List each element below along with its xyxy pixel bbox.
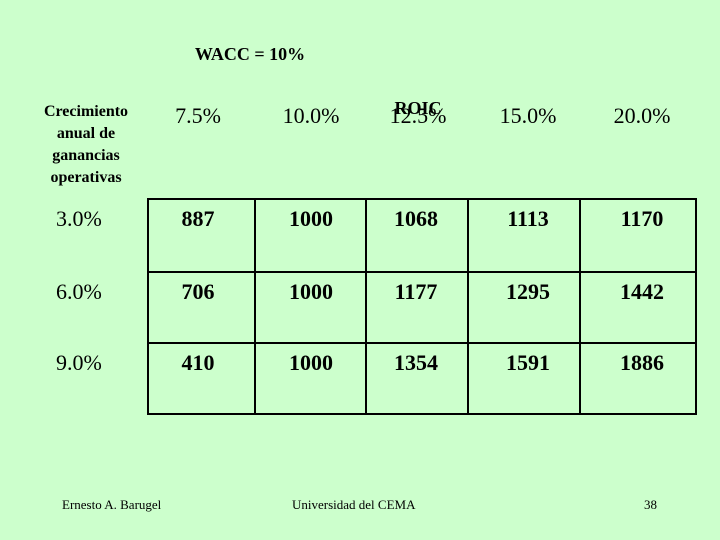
table-cell: 1177 — [394, 279, 438, 304]
table-cell: 1000 — [289, 279, 333, 304]
column-header: 12.5% — [389, 103, 447, 128]
table-cell: 1591 — [506, 350, 550, 375]
grid-line — [579, 200, 581, 413]
table-cell: 1113 — [507, 206, 549, 231]
footer-institution: Universidad del CEMA — [292, 497, 416, 512]
roic-label: ROIC — [394, 98, 442, 118]
growth-rate: 6.0% — [56, 279, 102, 304]
table-cell: 1000 — [289, 350, 333, 375]
row-header-label: Crecimiento anual de ganancias operativa… — [43, 103, 129, 186]
column-header: 20.0% — [613, 103, 671, 128]
table-cell: 1170 — [620, 206, 664, 231]
table-cell: 1442 — [620, 279, 664, 304]
grid-line — [149, 342, 695, 344]
data-table-frame — [147, 198, 697, 415]
column-header: 10.0% — [282, 103, 340, 128]
grid-line — [149, 271, 695, 273]
table-cell: 410 — [181, 350, 215, 375]
page-number: 38 — [644, 497, 657, 512]
table-cell: 887 — [181, 206, 215, 231]
table-cell: 1000 — [289, 206, 333, 231]
page-title: WACC = 10% — [194, 44, 306, 64]
table-cell: 1068 — [394, 206, 438, 231]
growth-rate: 9.0% — [56, 350, 102, 375]
growth-rate: 3.0% — [56, 206, 102, 231]
grid-line — [365, 200, 367, 413]
column-header: 7.5% — [175, 103, 221, 128]
table-cell: 1354 — [394, 350, 438, 375]
table-cell: 1295 — [506, 279, 550, 304]
table-cell: 1886 — [620, 350, 664, 375]
grid-line — [467, 200, 469, 413]
footer-author: Ernesto A. Barugel — [62, 497, 162, 512]
table-cell: 706 — [181, 279, 215, 304]
grid-line — [254, 200, 256, 413]
column-header: 15.0% — [499, 103, 557, 128]
